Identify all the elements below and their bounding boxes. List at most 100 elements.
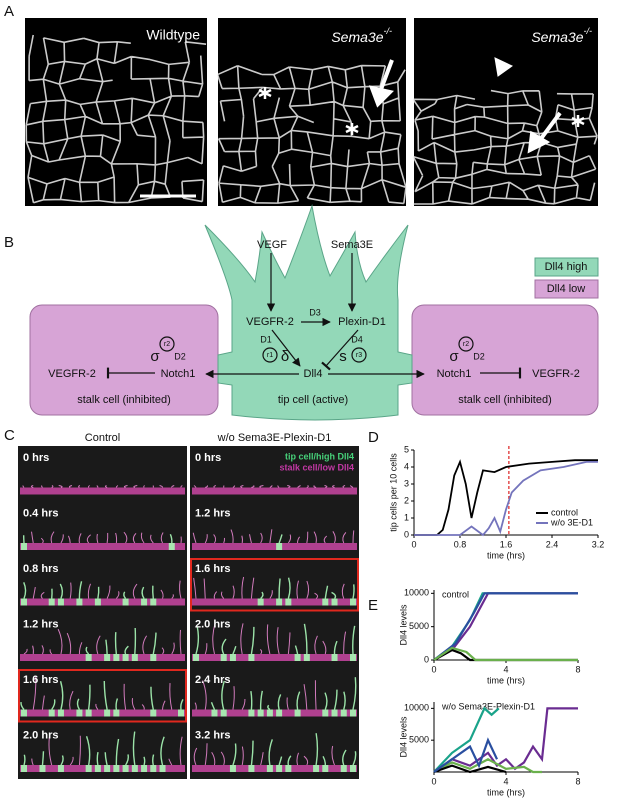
filopodia <box>212 623 216 655</box>
series-line <box>433 646 578 662</box>
filopodia <box>251 485 255 488</box>
vessel-strip <box>20 487 185 495</box>
y-tick-label: 5000 <box>409 621 429 631</box>
node: Notch1 <box>161 368 196 380</box>
tip-cell-block <box>276 598 283 606</box>
filopodia <box>349 485 354 488</box>
x-tick-label: 4 <box>503 664 508 674</box>
filopodia <box>150 534 154 544</box>
filopodia <box>66 632 72 655</box>
filopodia <box>221 638 227 655</box>
delay: D2 <box>473 351 485 361</box>
filopodia <box>180 699 184 710</box>
rate: r2 <box>164 341 170 348</box>
filopodia <box>51 699 56 710</box>
filopodia <box>322 755 326 766</box>
series-line <box>433 707 578 773</box>
filopodia <box>123 591 127 599</box>
filopodia <box>87 485 90 488</box>
vessel-strip <box>20 543 185 550</box>
filopodia <box>115 738 120 766</box>
filopodia <box>169 683 173 710</box>
filopodia <box>115 485 119 488</box>
filopodia <box>194 702 197 710</box>
filopodia <box>314 592 319 599</box>
time-label: 3.2 hrs <box>195 729 230 741</box>
filopodia <box>343 631 347 655</box>
filopodia <box>232 743 237 766</box>
filopodia <box>23 648 28 655</box>
filopodia <box>352 625 356 655</box>
filopodia <box>333 689 338 710</box>
filopodia <box>250 626 255 655</box>
filopodia <box>259 649 263 655</box>
node: Plexin-D1 <box>338 316 386 328</box>
filopodia <box>152 754 155 766</box>
symbol: s <box>339 348 347 365</box>
time-label: 0.4 hrs <box>23 507 58 519</box>
filopodia <box>306 580 310 599</box>
filopodia <box>342 749 347 766</box>
tip-cell-block <box>159 765 166 772</box>
tip-cell-block <box>150 654 157 661</box>
filopodia <box>78 735 81 766</box>
symbol: σ <box>150 348 160 365</box>
filopodia <box>152 585 154 599</box>
filopodia <box>143 485 145 488</box>
series-line <box>433 706 500 773</box>
tip-cell-block <box>313 765 320 772</box>
tip-cell-block <box>21 598 27 606</box>
vessel-strip <box>20 654 185 661</box>
vessel-strip <box>192 598 357 606</box>
filopodia <box>32 676 37 710</box>
filopodia <box>303 623 308 655</box>
filopodia <box>342 532 347 544</box>
filopodia <box>60 755 64 766</box>
filopodia <box>287 485 291 488</box>
tip-cell-block <box>266 765 273 772</box>
x-axis-label: time (hrs) <box>487 675 525 685</box>
tip-cell-block <box>57 709 64 717</box>
legend-text: Dll4 low <box>547 283 586 295</box>
filopodia <box>41 695 45 710</box>
time-label: 2.0 hrs <box>23 729 58 741</box>
filopodia <box>278 756 283 766</box>
filopodia <box>306 485 309 488</box>
time-label: 1.2 hrs <box>23 618 58 630</box>
filopodia <box>230 529 234 544</box>
filopodia <box>221 680 226 710</box>
filopodia <box>78 581 83 599</box>
filopodia <box>115 532 118 544</box>
filopodia <box>115 591 120 599</box>
tip-cell-block <box>48 709 55 717</box>
filopodia <box>324 692 328 710</box>
frames-bg <box>190 446 359 779</box>
filopodia <box>131 698 136 710</box>
filopodia <box>314 680 317 710</box>
tip-cell-block <box>76 598 83 606</box>
x-tick-label: 0 <box>411 539 416 549</box>
filopodia <box>259 485 264 488</box>
filopodia <box>323 535 328 544</box>
vessel-strip <box>192 543 357 550</box>
filopodia <box>333 640 338 655</box>
filopodia <box>87 583 91 599</box>
legend-text: Dll4 high <box>545 261 588 273</box>
filopodia <box>85 646 90 655</box>
filopodia <box>331 591 337 599</box>
tip-cell-block <box>340 765 347 772</box>
tip-cell-block <box>150 765 157 772</box>
tip-cell-block <box>257 709 264 717</box>
filopodia <box>240 623 244 655</box>
filopodia <box>287 534 292 544</box>
filopodia <box>161 647 165 655</box>
tip-cell-block <box>248 709 255 717</box>
caption: tip cell (active) <box>278 394 348 406</box>
tip-cell-block <box>113 709 120 717</box>
x-axis-label: time (hrs) <box>487 550 525 560</box>
filopodia <box>203 578 206 599</box>
title: Sema3e <box>331 29 383 45</box>
tip-cell-block <box>104 765 111 772</box>
tip-cell-block <box>350 598 356 606</box>
node: Notch1 <box>437 368 472 380</box>
